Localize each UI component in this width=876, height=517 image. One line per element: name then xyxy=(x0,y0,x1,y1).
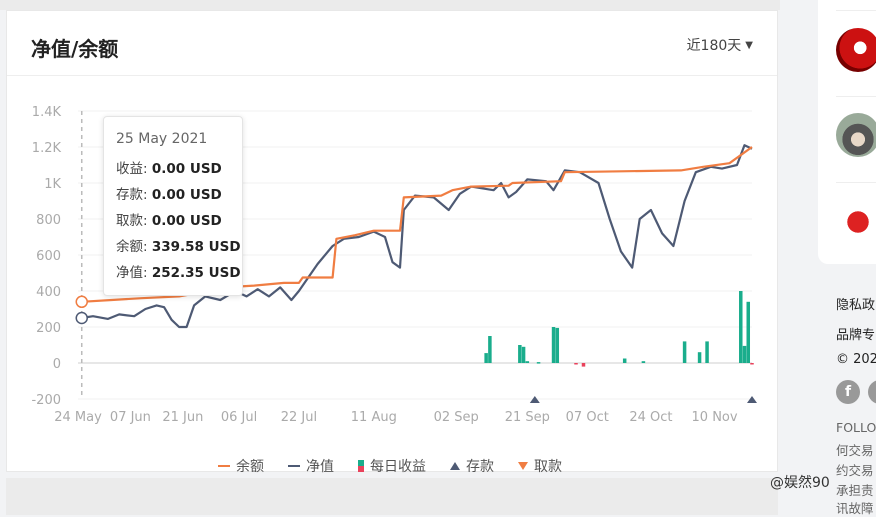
tooltip-row-profit: 收益: 0.00 USD xyxy=(116,161,222,177)
bar-swatch-icon xyxy=(358,460,364,472)
top-strip xyxy=(0,0,780,10)
equity-hover-point xyxy=(75,311,88,325)
sidebar-divider xyxy=(836,96,876,97)
disclaimer-line: 何交易 xyxy=(836,443,874,458)
x-tick-label: 07 Oct xyxy=(566,410,609,425)
daily-profit-bar xyxy=(581,363,586,367)
footer-link-brand[interactable]: 品牌专 xyxy=(836,328,876,343)
disclaimer-line: 承担责 xyxy=(836,483,874,498)
legend-daily-profit[interactable]: 每日收益 xyxy=(358,456,426,476)
tooltip-row-withdraw: 取款: 0.00 USD xyxy=(116,213,222,229)
caret-down-icon: ▼ xyxy=(745,39,753,51)
daily-profit-bar xyxy=(521,346,526,363)
disclaimer-line: FOLLO xyxy=(836,420,876,435)
social-icon[interactable] xyxy=(868,380,876,404)
x-tick-label: 24 May xyxy=(54,410,102,425)
legend-equity[interactable]: 净值 xyxy=(288,456,334,476)
card-divider xyxy=(7,75,777,76)
x-tick-label: 21 Sep xyxy=(505,410,550,425)
disclaimer-line: 约交易 xyxy=(836,463,874,478)
avatar[interactable] xyxy=(836,200,876,244)
y-tick-label: 0 xyxy=(53,357,61,372)
tooltip-row-deposit: 存款: 0.00 USD xyxy=(116,187,222,203)
range-dropdown[interactable]: 近180天 ▼ xyxy=(687,35,753,55)
line-swatch-icon xyxy=(288,465,300,467)
daily-profit-bar xyxy=(574,363,578,365)
daily-profit-bar xyxy=(746,301,751,363)
daily-profit-bar xyxy=(484,353,488,363)
daily-profit-bar xyxy=(641,361,646,363)
balance-hover-point xyxy=(75,295,88,309)
x-tick-label: 24 Oct xyxy=(629,410,672,425)
daily-profit-bar xyxy=(739,291,743,363)
y-tick-label: -200 xyxy=(31,393,61,408)
deposit-marker xyxy=(529,396,540,403)
daily-profit-bar xyxy=(622,358,627,363)
daily-profit-bar xyxy=(488,336,492,363)
tooltip-row-equity: 净值: 252.35 USD xyxy=(116,265,241,281)
avatar[interactable] xyxy=(836,113,876,157)
legend-balance[interactable]: 余额 xyxy=(218,456,264,476)
x-tick-label: 11 Aug xyxy=(351,410,397,425)
y-tick-label: 200 xyxy=(36,321,61,336)
daily-profit-bar xyxy=(705,341,709,363)
daily-profit-bar xyxy=(525,361,530,363)
sidebar-divider xyxy=(836,182,876,183)
daily-profit-bar xyxy=(518,345,522,363)
x-tick-label: 10 Nov xyxy=(692,410,738,425)
tooltip-row-balance: 余额: 339.58 USD xyxy=(116,239,241,255)
daily-profit-bar xyxy=(555,327,560,363)
equity-line xyxy=(81,144,753,329)
chart-tooltip: 25 May 2021 收益: 0.00 USD 存款: 0.00 USD 取款… xyxy=(103,116,243,296)
tooltip-date: 25 May 2021 xyxy=(116,131,208,147)
y-tick-label: 1.2K xyxy=(32,141,62,156)
x-tick-label: 06 Jul xyxy=(221,410,257,425)
daily-profit-bar xyxy=(742,345,747,363)
line-swatch-icon xyxy=(218,465,230,467)
watermark: @娱然90 xyxy=(770,475,830,491)
range-label: 近180天 xyxy=(686,38,742,54)
daily-profit-bar xyxy=(551,327,556,363)
daily-profit-bar xyxy=(697,352,702,363)
x-tick-label: 07 Jun xyxy=(110,410,151,425)
card-title: 净值/余额 xyxy=(31,37,119,61)
x-tick-label: 02 Sep xyxy=(434,410,479,425)
avatar[interactable] xyxy=(836,28,876,72)
footer-link-privacy[interactable]: 隐私政 xyxy=(836,298,876,313)
bottom-strip xyxy=(6,478,778,515)
y-tick-label: 600 xyxy=(36,249,61,264)
x-tick-label: 22 Jul xyxy=(281,410,317,425)
chart-legend: 余额 净值 每日收益 存款 取款 xyxy=(0,456,780,476)
sidebar-panel xyxy=(818,0,876,264)
legend-withdraw[interactable]: 取款 xyxy=(518,456,562,476)
disclaimer-line: 讯故障 xyxy=(836,501,874,516)
daily-profit-bar xyxy=(750,363,754,365)
sidebar-divider xyxy=(836,10,876,11)
y-tick-label: 1K xyxy=(44,177,61,192)
daily-profit-bar xyxy=(536,362,541,364)
x-tick-label: 21 Jun xyxy=(162,410,203,425)
daily-profit-bar xyxy=(682,341,687,363)
legend-deposit[interactable]: 存款 xyxy=(450,456,494,476)
triangle-down-icon xyxy=(518,462,528,470)
copyright: © 202 xyxy=(836,352,876,367)
triangle-up-icon xyxy=(450,462,460,470)
y-tick-label: 400 xyxy=(36,285,61,300)
equity-balance-chart[interactable]: -200 0 200 400 600 800 1K 1.2K 1.4K 24 May 07 Jun 2… xyxy=(0,0,780,515)
y-tick-label: 800 xyxy=(36,213,61,228)
y-tick-label: 1.4K xyxy=(32,105,62,120)
facebook-icon[interactable]: f xyxy=(836,380,860,404)
deposit-marker xyxy=(747,396,757,403)
